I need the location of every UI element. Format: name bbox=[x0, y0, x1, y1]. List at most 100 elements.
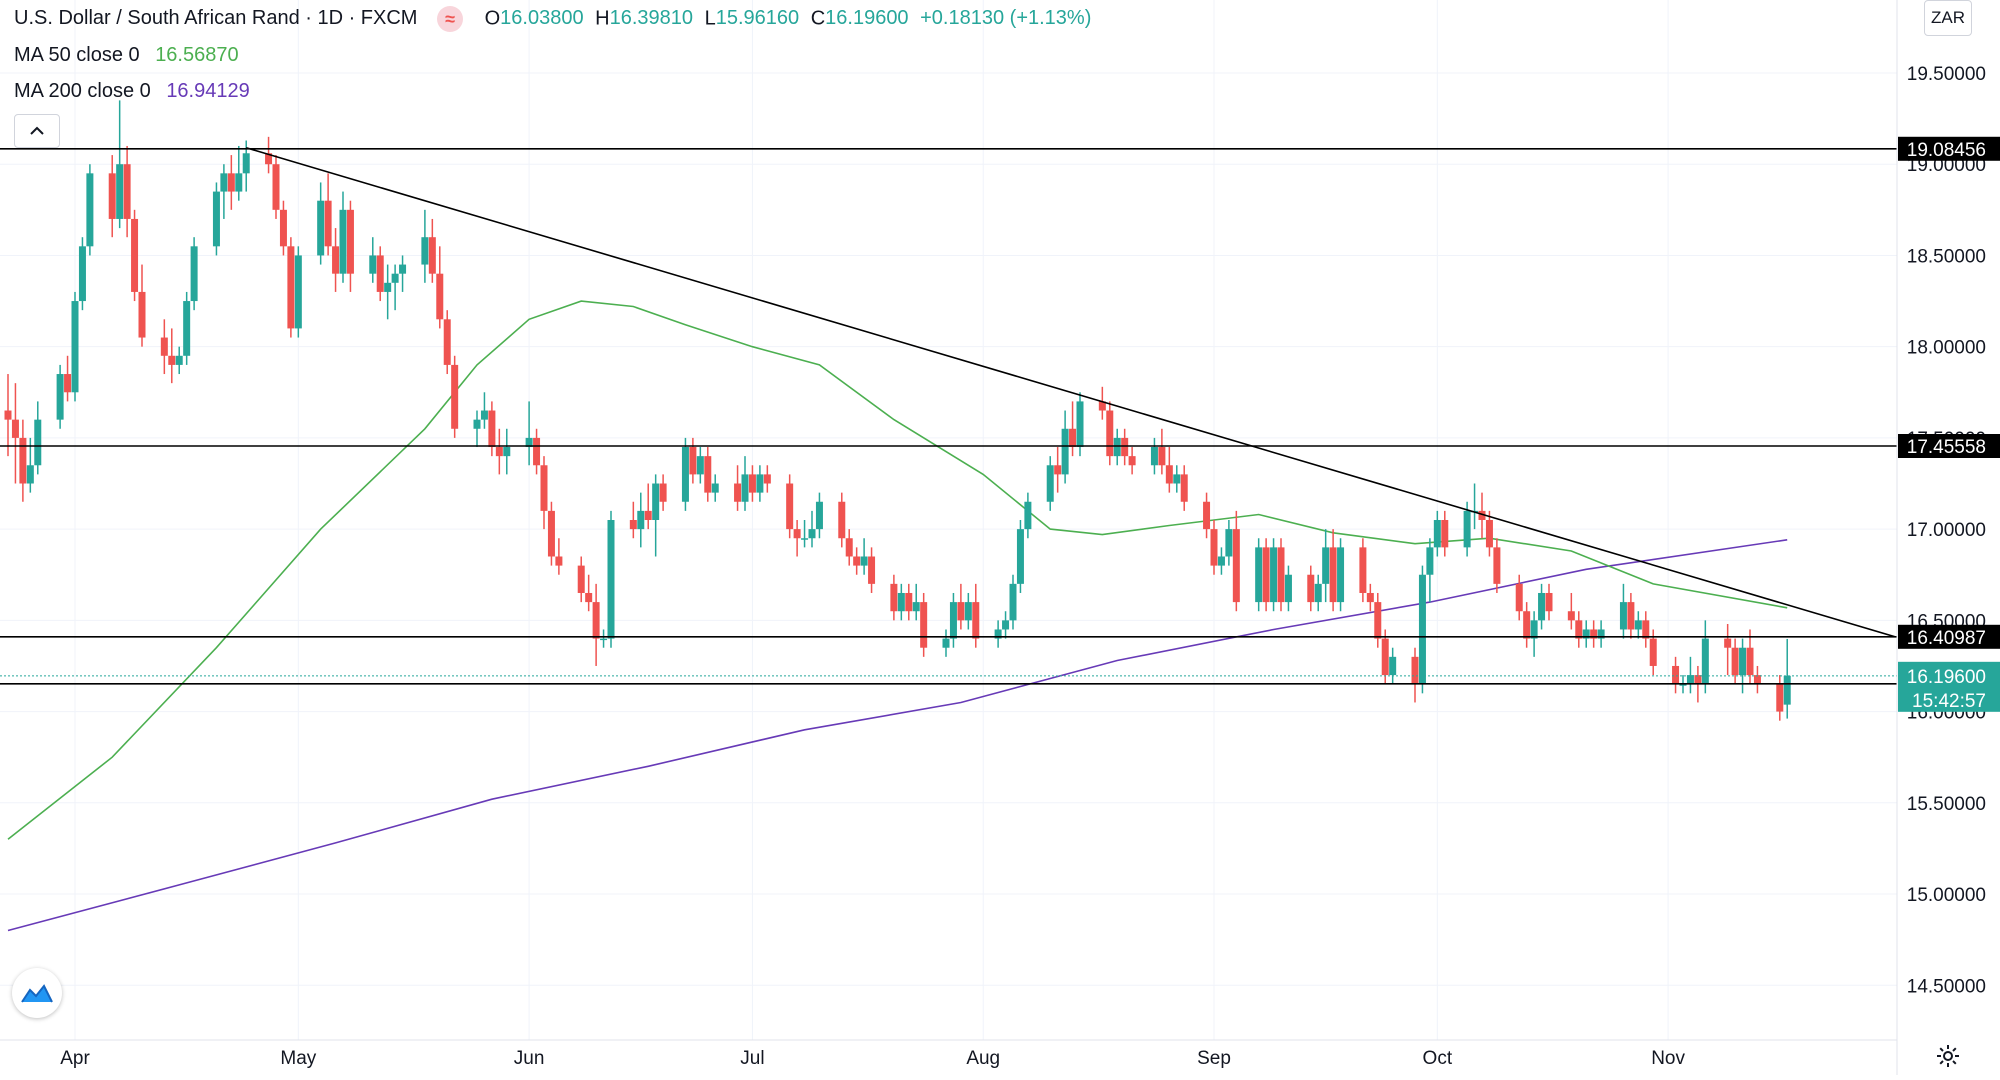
ma50-series bbox=[7, 300, 1788, 840]
candle-body bbox=[451, 364, 459, 429]
candle-body bbox=[786, 483, 794, 530]
candle-body bbox=[11, 419, 19, 438]
ma200-label: MA 200 close 0 bbox=[14, 80, 151, 102]
candle-body bbox=[525, 437, 533, 448]
candle-body bbox=[1366, 592, 1374, 603]
candle-body bbox=[78, 246, 86, 302]
candle-body bbox=[480, 410, 488, 420]
gear-icon[interactable] bbox=[1932, 1040, 1964, 1072]
candle-body bbox=[376, 255, 384, 292]
candle-body bbox=[860, 556, 868, 566]
candle-body bbox=[1165, 465, 1173, 484]
candle-body bbox=[957, 602, 965, 621]
change-value: +0.18130 (+1.13%) bbox=[920, 7, 1092, 30]
candle-body bbox=[64, 374, 72, 393]
candle-body bbox=[845, 538, 853, 557]
candle-body bbox=[1255, 547, 1263, 603]
countdown-label: 15:42:57 bbox=[1912, 691, 1986, 712]
candle-body bbox=[473, 419, 481, 429]
symbol-legend: U.S. Dollar / South African Rand · 1D · … bbox=[14, 6, 1097, 32]
candle-body bbox=[346, 209, 354, 274]
candle-body bbox=[1478, 510, 1486, 520]
candle-body bbox=[175, 355, 183, 365]
candle-body bbox=[190, 246, 198, 302]
candle-body bbox=[920, 602, 928, 648]
candle-body bbox=[704, 456, 712, 493]
candle-body bbox=[942, 638, 950, 648]
candle-body bbox=[1054, 465, 1062, 475]
ma200-series bbox=[7, 539, 1788, 932]
candle-body bbox=[1337, 547, 1345, 603]
candle-body bbox=[168, 355, 176, 365]
candle-body bbox=[26, 465, 34, 484]
candle-body bbox=[949, 602, 957, 639]
low-label: L bbox=[704, 7, 716, 30]
open-value: 16.03800 bbox=[500, 7, 584, 30]
candle-body bbox=[235, 173, 243, 192]
candle-body bbox=[853, 556, 861, 566]
candle-body bbox=[1523, 611, 1531, 639]
horizontal-levels bbox=[0, 147, 1897, 685]
candle-body bbox=[540, 465, 548, 511]
ma50-value: 16.56870 bbox=[155, 44, 239, 66]
candle-body bbox=[1277, 547, 1285, 603]
candle-body bbox=[905, 592, 913, 612]
wave-icon[interactable]: ≈ bbox=[437, 6, 464, 32]
candle-body bbox=[1203, 501, 1211, 530]
candle-body bbox=[652, 483, 660, 520]
candle-body bbox=[533, 437, 541, 466]
candle-body bbox=[1739, 647, 1747, 676]
candle-body bbox=[86, 173, 94, 247]
candle-body bbox=[1538, 592, 1546, 621]
candle-body bbox=[242, 153, 250, 174]
candle-body bbox=[1619, 602, 1627, 630]
ma50-legend[interactable]: MA 50 close 0 16.56870 bbox=[14, 44, 249, 67]
candle-body bbox=[756, 474, 764, 493]
candle-body bbox=[1731, 647, 1739, 676]
candle-body bbox=[1121, 437, 1129, 457]
ma50-label: MA 50 close 0 bbox=[14, 44, 140, 66]
candle-body bbox=[689, 447, 697, 475]
candle-body bbox=[815, 501, 823, 530]
y-tick-label: 14.50000 bbox=[1907, 976, 1986, 997]
candle-body bbox=[994, 629, 1002, 639]
currency-button[interactable]: ZAR bbox=[1924, 0, 1972, 36]
ma200-value: 16.94129 bbox=[166, 80, 250, 102]
candle-body bbox=[332, 246, 340, 274]
candle-body bbox=[294, 255, 302, 329]
close-value: 16.19600 bbox=[825, 7, 909, 30]
candle-body bbox=[123, 164, 131, 219]
candle-body bbox=[138, 291, 146, 338]
level-label: 16.40987 bbox=[1907, 628, 1986, 649]
candle-body bbox=[339, 209, 347, 274]
candle-body bbox=[160, 337, 168, 356]
candle-body bbox=[748, 474, 756, 493]
candle-body bbox=[659, 483, 667, 502]
symbol-title[interactable]: U.S. Dollar / South African Rand · 1D · … bbox=[14, 7, 418, 30]
x-tick-label: Apr bbox=[60, 1048, 90, 1069]
candle-body bbox=[116, 164, 124, 219]
candle-body bbox=[1232, 529, 1240, 603]
grid bbox=[0, 0, 1897, 1040]
candle-body bbox=[1210, 529, 1218, 566]
candle-body bbox=[741, 474, 749, 502]
candle-body bbox=[131, 218, 139, 292]
candle-body bbox=[1686, 675, 1694, 685]
candle-body bbox=[391, 273, 399, 283]
level-label-bg bbox=[1898, 136, 2000, 161]
candle-body bbox=[1106, 410, 1114, 457]
collapse-legend-button[interactable] bbox=[14, 114, 60, 148]
candle-body bbox=[1582, 629, 1590, 639]
tradingview-logo-icon[interactable] bbox=[12, 968, 62, 1018]
candle-body bbox=[488, 410, 496, 448]
candle-body bbox=[1359, 547, 1367, 593]
candle-body bbox=[287, 246, 295, 329]
candle-body bbox=[1329, 547, 1337, 603]
candle-body bbox=[1173, 474, 1181, 484]
candle-body bbox=[369, 255, 377, 274]
candle-body bbox=[108, 173, 116, 219]
candle-body bbox=[681, 447, 689, 502]
ma200-legend[interactable]: MA 200 close 0 16.94129 bbox=[14, 80, 260, 103]
